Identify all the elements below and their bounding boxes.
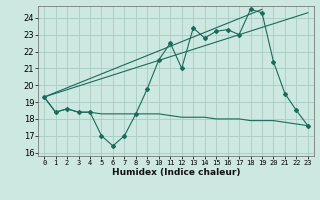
X-axis label: Humidex (Indice chaleur): Humidex (Indice chaleur) (112, 168, 240, 177)
